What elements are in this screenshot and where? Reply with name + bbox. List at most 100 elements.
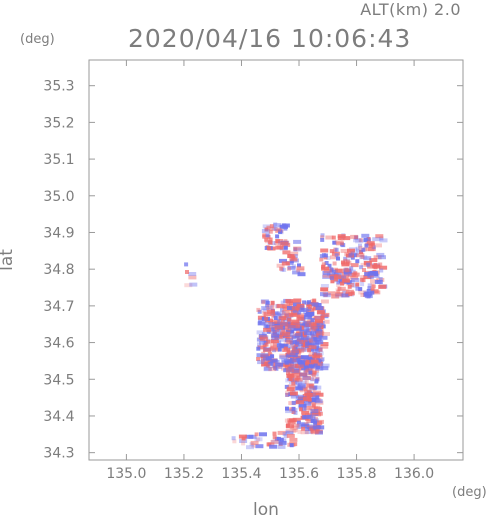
heatmap-cell bbox=[271, 335, 280, 340]
heatmap-cell bbox=[270, 354, 275, 359]
heatmap-cell bbox=[303, 415, 312, 420]
heatmap-cell bbox=[269, 343, 274, 348]
heatmap-cell bbox=[291, 400, 296, 405]
heatmap-cell bbox=[349, 252, 354, 257]
heatmap-cell bbox=[259, 432, 267, 437]
heatmap-cell bbox=[305, 333, 314, 338]
heatmap-cell bbox=[286, 371, 290, 376]
heatmap-cell bbox=[239, 439, 248, 443]
heatmap-cell bbox=[251, 443, 256, 448]
heatmap-cell bbox=[303, 401, 312, 406]
heatmap-cell bbox=[367, 264, 376, 269]
heatmap-cell bbox=[287, 418, 295, 423]
heatmap-cell bbox=[282, 304, 291, 309]
heatmap-cell bbox=[269, 227, 278, 232]
heatmap-cell bbox=[295, 364, 304, 369]
heatmap-cell bbox=[289, 443, 294, 448]
heatmap-cell bbox=[289, 340, 294, 345]
heatmap-cell bbox=[283, 340, 292, 344]
heatmap-cell bbox=[286, 336, 291, 341]
heatmap-cell bbox=[300, 355, 309, 360]
heatmap-cell bbox=[289, 391, 298, 396]
heatmap-cell bbox=[341, 293, 350, 298]
heatmap-cell bbox=[350, 263, 359, 268]
heatmap-cell bbox=[329, 276, 334, 281]
heatmap-cell bbox=[312, 392, 317, 397]
heatmap-cell bbox=[326, 271, 335, 276]
heatmap-cell bbox=[285, 409, 294, 414]
heatmap-cell bbox=[270, 345, 279, 350]
heatmap-cell bbox=[347, 284, 352, 289]
heatmap-cell bbox=[307, 342, 312, 347]
heatmap-cell bbox=[271, 313, 276, 318]
heatmap-cell bbox=[280, 300, 285, 305]
heatmap-cell bbox=[323, 253, 328, 258]
heatmap-cell bbox=[379, 268, 384, 273]
heatmap-cell bbox=[284, 360, 289, 365]
heatmap-cell bbox=[306, 390, 311, 395]
heatmap-cell bbox=[287, 318, 292, 323]
heatmap-cell bbox=[264, 342, 269, 347]
heatmap-cell bbox=[313, 337, 322, 341]
heatmap-cell bbox=[296, 345, 305, 350]
heatmap-cell bbox=[299, 372, 307, 377]
heatmap-cell bbox=[278, 229, 283, 234]
heatmap-cell bbox=[300, 308, 305, 313]
heatmap-cell bbox=[300, 304, 305, 309]
heatmap-cell bbox=[286, 349, 291, 354]
heatmap-cell bbox=[297, 429, 302, 434]
heatmap-cell bbox=[290, 363, 299, 368]
heatmap-cell bbox=[373, 255, 382, 260]
heatmap-cell bbox=[300, 337, 309, 342]
heatmap-cell bbox=[263, 367, 272, 372]
heatmap-cell bbox=[345, 275, 350, 280]
heatmap-cell bbox=[279, 313, 288, 318]
heatmap-cell bbox=[295, 366, 300, 370]
heatmap-cell bbox=[305, 360, 310, 365]
heatmap-cell bbox=[372, 290, 381, 295]
heatmap-cell bbox=[279, 258, 287, 263]
heatmap-cell bbox=[304, 430, 313, 434]
heatmap-cell bbox=[293, 326, 302, 331]
heatmap-cell bbox=[361, 247, 366, 252]
heatmap-cell bbox=[257, 360, 266, 365]
heatmap-cell bbox=[296, 314, 305, 319]
heatmap-cell bbox=[278, 313, 283, 318]
heatmap-cell bbox=[282, 332, 291, 337]
data-cells bbox=[184, 222, 388, 450]
heatmap-cell bbox=[285, 338, 293, 343]
heatmap-cell bbox=[260, 299, 269, 304]
heatmap-cell bbox=[278, 224, 287, 229]
heatmap-cell bbox=[344, 252, 349, 257]
altitude-label: ALT(km) 2.0 bbox=[360, 0, 461, 19]
heatmap-cell bbox=[356, 253, 365, 258]
heatmap-cell bbox=[272, 431, 277, 436]
heatmap-cell bbox=[188, 275, 197, 280]
heatmap-cell bbox=[311, 372, 316, 377]
heatmap-cell bbox=[347, 253, 352, 258]
heatmap-cell bbox=[302, 376, 311, 381]
heatmap-cell bbox=[320, 287, 329, 292]
heatmap-cell bbox=[271, 360, 280, 364]
y-tick-label: 34.3 bbox=[43, 446, 74, 462]
heatmap-cell bbox=[291, 324, 300, 329]
plot-frame bbox=[88, 59, 464, 461]
heatmap-cell bbox=[286, 387, 295, 392]
heatmap-cell bbox=[355, 282, 360, 287]
heatmap-cell bbox=[301, 323, 310, 328]
heatmap-cell bbox=[283, 434, 288, 439]
heatmap-cell bbox=[364, 243, 369, 248]
heatmap-cell bbox=[378, 255, 386, 260]
heatmap-cell bbox=[278, 440, 287, 445]
heatmap-cell bbox=[295, 400, 304, 405]
x-unit-label: (deg) bbox=[452, 485, 487, 500]
heatmap-cell bbox=[275, 234, 280, 239]
heatmap-cell bbox=[320, 284, 329, 288]
heatmap-cell bbox=[370, 287, 375, 292]
heatmap-cell bbox=[322, 271, 331, 275]
heatmap-cell bbox=[301, 415, 306, 420]
heatmap-cell bbox=[246, 445, 254, 450]
heatmap-cell bbox=[261, 300, 266, 305]
heatmap-cell bbox=[232, 439, 237, 444]
heatmap-cell bbox=[327, 263, 332, 268]
